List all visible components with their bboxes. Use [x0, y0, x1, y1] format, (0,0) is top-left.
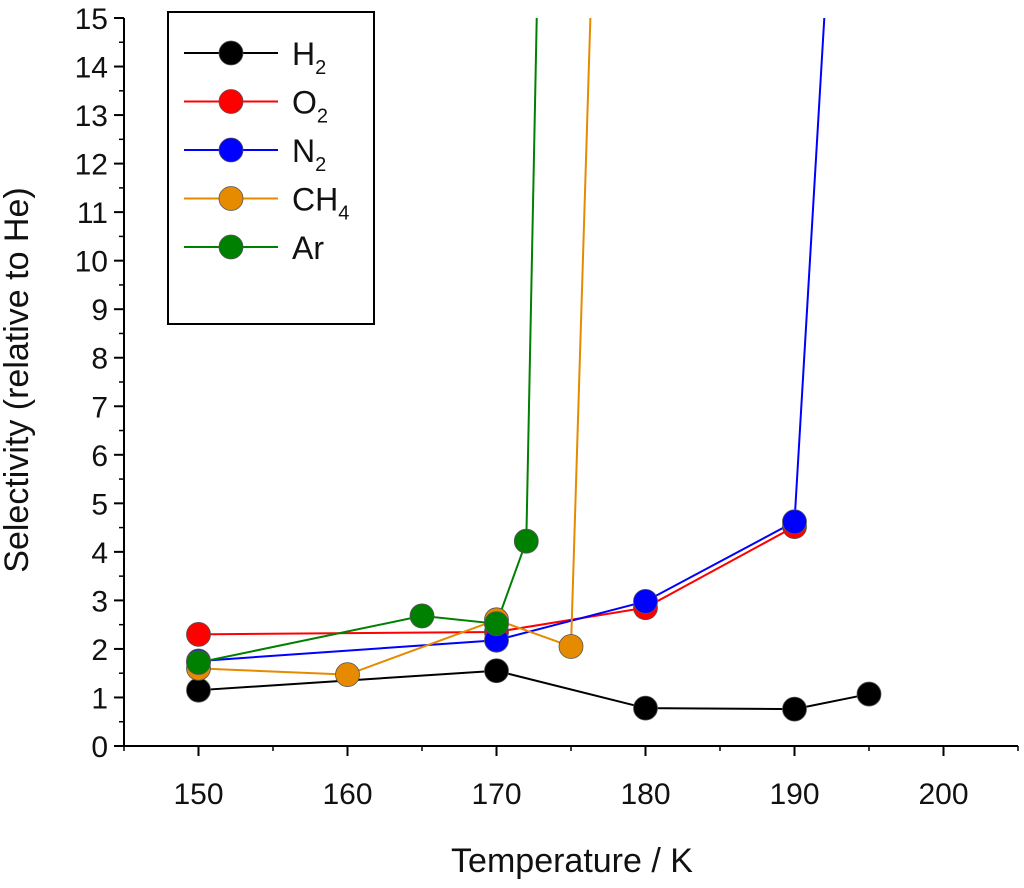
y-tick-label: 4: [91, 537, 108, 570]
data-point-ch4: [335, 662, 360, 688]
legend-marker-o2: [218, 89, 244, 114]
x-tick-label: 190: [769, 778, 819, 811]
y-tick-label: 12: [75, 149, 108, 182]
series-line-h2: [198, 669, 870, 711]
legend-marker-ar: [218, 234, 244, 260]
y-tick-label: 1: [91, 682, 108, 715]
y-tick-label: 3: [91, 585, 108, 618]
y-tick-label: 10: [75, 246, 108, 279]
legend: H2 O2 N2 CH4 Ar: [167, 11, 375, 325]
y-axis-title: Selectivity (relative to He): [0, 187, 36, 572]
legend-marker-n2: [218, 137, 244, 163]
data-point-ar: [186, 650, 211, 675]
y-tick-label: 5: [91, 488, 108, 521]
data-point-o2: [186, 621, 211, 647]
x-tick-label: 150: [173, 778, 223, 811]
data-point-ar: [484, 611, 509, 637]
y-tick-label: 2: [91, 634, 108, 667]
y-tick-label: 15: [75, 3, 108, 36]
legend-marker-h2: [218, 40, 244, 66]
data-point-ar: [409, 603, 435, 629]
y-tick-label: 13: [75, 100, 108, 133]
y-tick-label: 0: [91, 731, 108, 764]
legend-label-ar: Ar: [292, 230, 324, 266]
y-tick-label: 9: [91, 294, 108, 327]
y-tick-label: 7: [91, 391, 108, 424]
data-point-ch4: [558, 634, 584, 659]
y-tick-label: 8: [91, 343, 108, 376]
x-axis-title: Temperature / K: [451, 842, 693, 880]
legend-label-ch4: CH4: [292, 182, 349, 225]
legend-box: [167, 11, 375, 325]
data-point-h2: [856, 681, 882, 707]
data-point-n2: [633, 588, 658, 614]
y-tick-label: 6: [91, 440, 108, 473]
legend-label-h2: H2: [292, 36, 326, 79]
y-tick-label: 11: [77, 197, 108, 230]
data-point-h2: [782, 696, 807, 722]
y-tick-label: 14: [75, 52, 108, 85]
legend-label-o2: O2: [292, 85, 328, 128]
legend-marker-ch4: [218, 186, 244, 211]
data-point-ar: [513, 528, 539, 554]
x-tick-label: 200: [918, 778, 968, 811]
data-point-n2: [782, 509, 807, 535]
series-points: [186, 509, 882, 722]
data-point-h2: [484, 658, 509, 684]
data-point-h2: [633, 695, 658, 721]
x-tick-label: 180: [620, 778, 670, 811]
data-point-h2: [186, 677, 211, 703]
legend-label-n2: N2: [292, 133, 326, 176]
x-tick-label: 170: [471, 778, 521, 811]
x-tick-label: 160: [322, 778, 372, 811]
